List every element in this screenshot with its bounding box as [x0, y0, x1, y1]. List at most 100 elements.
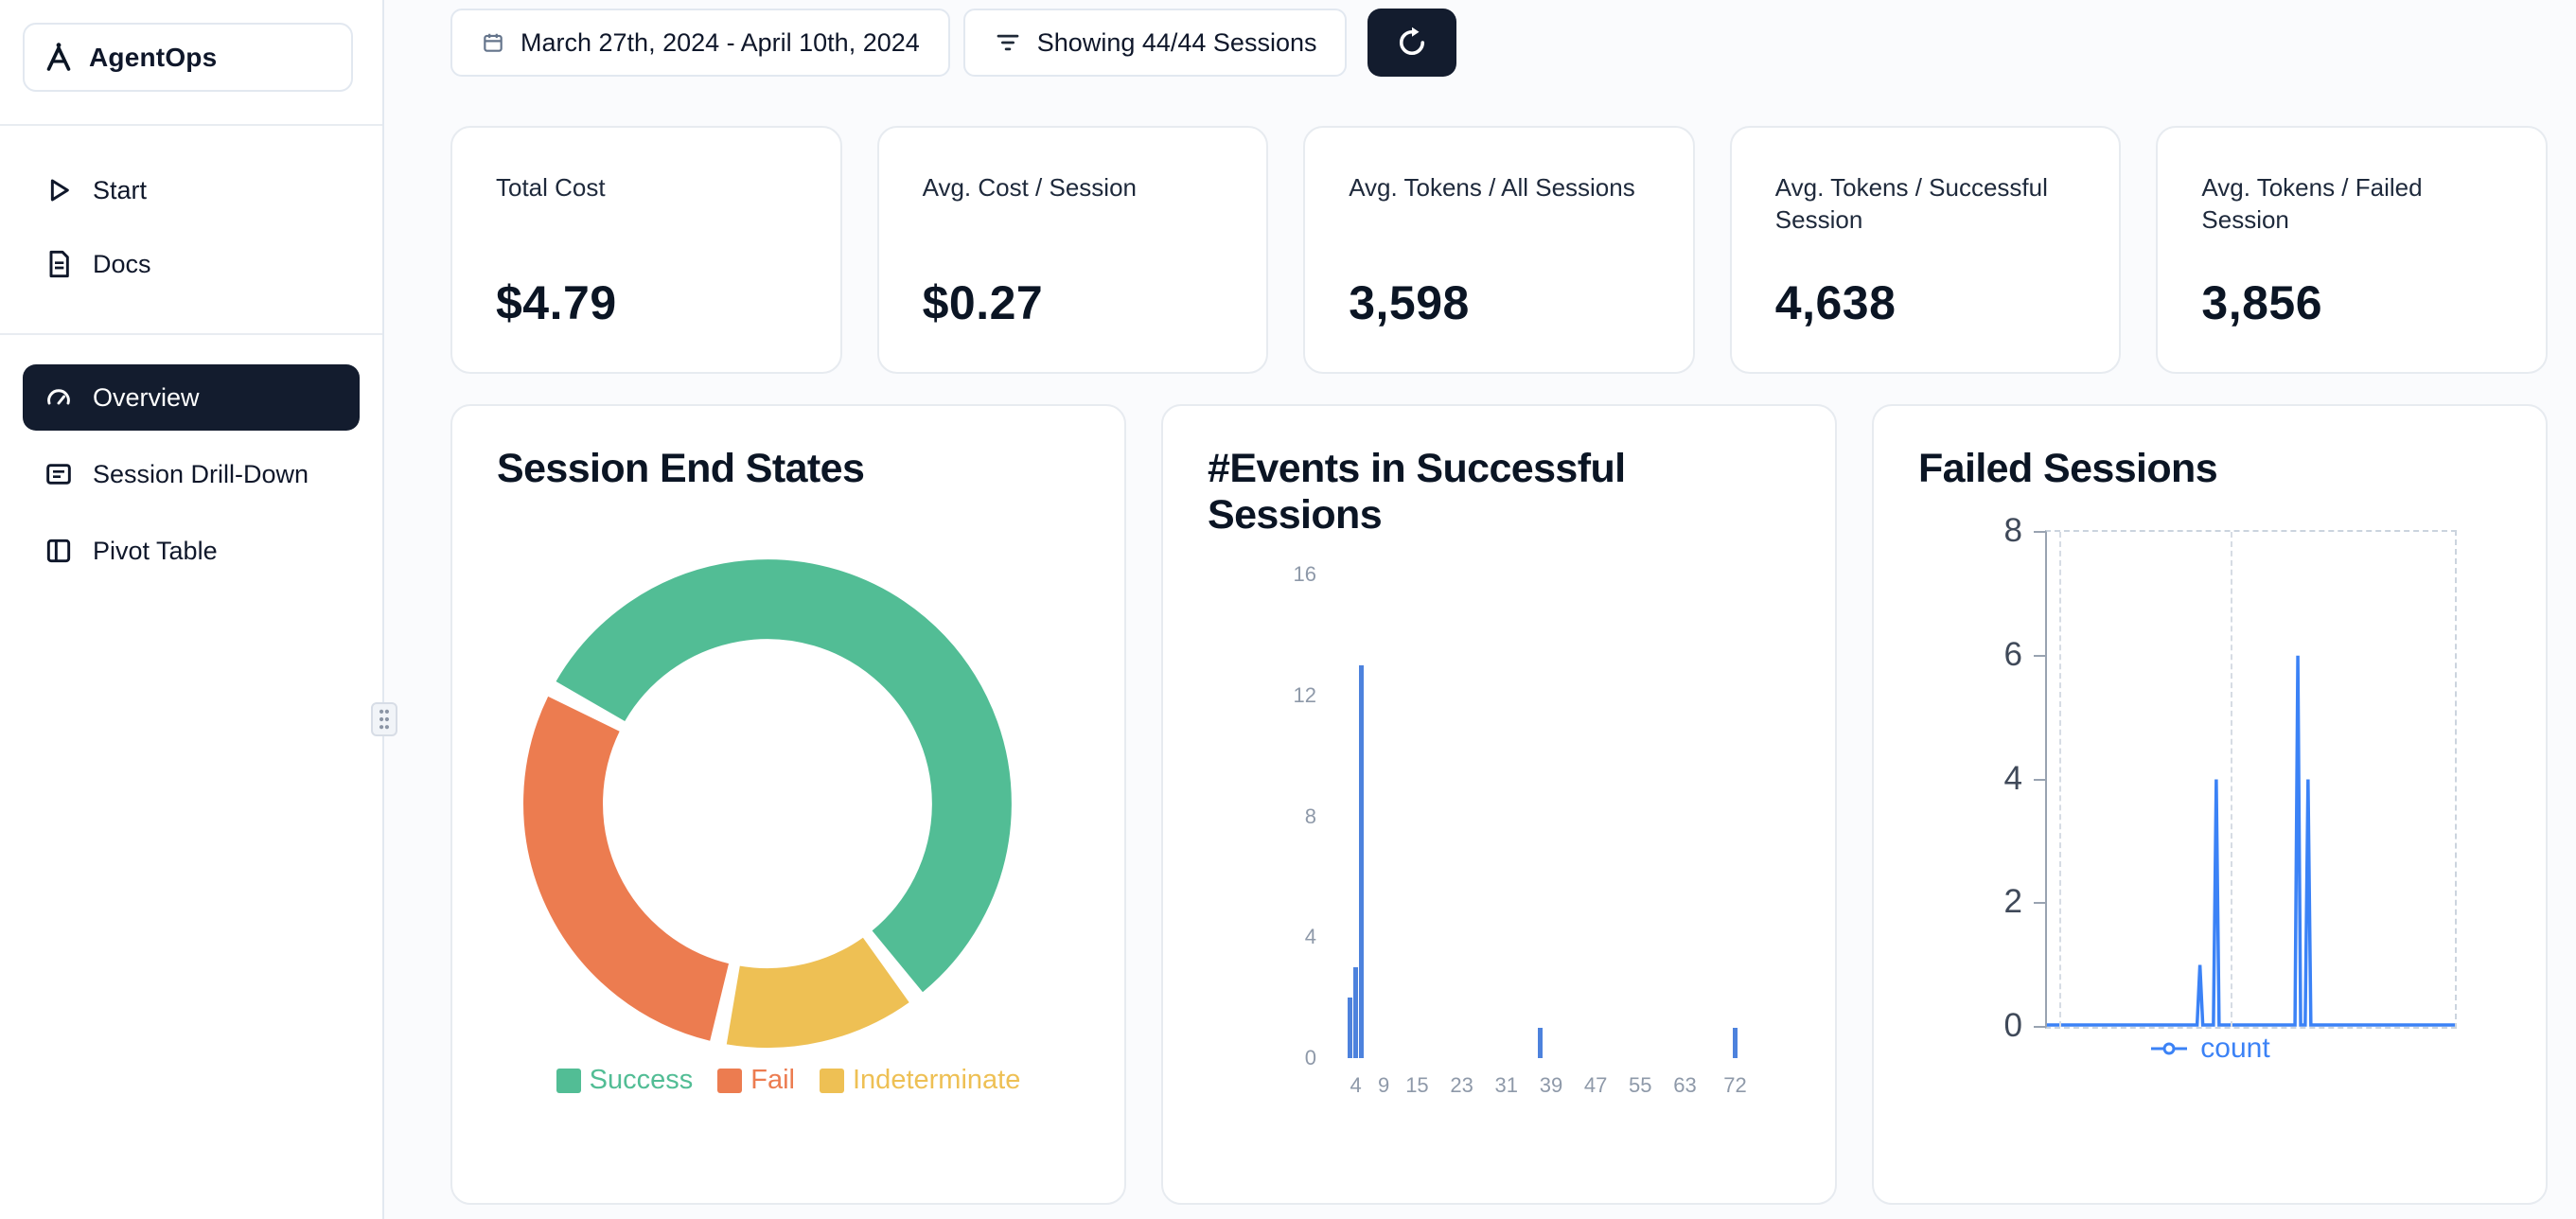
stat-value: 3,598 [1349, 276, 1470, 329]
stat-value: 4,638 [1774, 276, 1897, 329]
donut-legend: Success Fail Indeterminate [452, 1065, 1124, 1096]
sidebar-item-label: Overview [93, 382, 200, 412]
legend-swatch [717, 1068, 743, 1093]
sidebar: AgentOps Start Docs [0, 0, 384, 1219]
bar [1348, 998, 1353, 1058]
date-range-button[interactable]: March 27th, 2024 - April 10th, 2024 [450, 9, 950, 77]
chart-card-failed-sessions: Failed Sessions 0 2 4 6 8 count [1872, 404, 2548, 1205]
donut-slice-fail[interactable] [523, 696, 730, 1041]
chart-title: Session End States [497, 446, 865, 491]
x-axis-tick: 63 [1673, 1073, 1697, 1097]
stat-card-avg-cost-session: Avg. Cost / Session $0.27 [876, 126, 1269, 374]
x-axis-tick: 15 [1405, 1073, 1429, 1097]
sidebar-item-label: Docs [93, 249, 151, 278]
agentops-logo-icon [46, 42, 71, 71]
stat-label: Avg. Tokens / Successful Session [1774, 173, 2048, 235]
gridline [2230, 532, 2232, 1027]
sidebar-divider [0, 124, 382, 126]
bar [1353, 967, 1359, 1058]
count-series [2047, 655, 2455, 1027]
refresh-button[interactable] [1367, 9, 1457, 77]
sessions-filter-button[interactable]: Showing 44/44 Sessions [962, 9, 1348, 77]
sidebar-item-overview[interactable]: Overview [23, 364, 360, 431]
legend-swatch [556, 1068, 581, 1093]
y-axis-tick: 8 [2003, 512, 2022, 549]
y-axis-tick: 6 [2003, 635, 2022, 673]
x-axis-tick: 47 [1583, 1073, 1608, 1097]
stat-label: Total Cost [496, 173, 606, 202]
sidebar-main-nav: Overview Session Drill-Down Pivot Table [23, 364, 360, 584]
legend-item-fail[interactable]: Fail [717, 1065, 795, 1096]
donut-chart [523, 559, 1012, 1049]
y-axis-tick: 4 [1304, 925, 1316, 949]
count-legend-marker [2151, 1042, 2188, 1055]
x-axis-tick: 55 [1629, 1073, 1652, 1097]
grip-dots-icon [379, 709, 390, 730]
stat-card-avg-tokens-failed: Avg. Tokens / Failed Session 3,856 [2156, 126, 2548, 374]
legend-item-success[interactable]: Success [556, 1065, 694, 1096]
sidebar-item-label: Pivot Table [93, 536, 218, 565]
stat-value: 3,856 [2201, 276, 2323, 329]
x-axis-tick: 23 [1450, 1073, 1473, 1097]
sidebar-item-session-drilldown[interactable]: Session Drill-Down [23, 441, 360, 507]
y-axis-tick: 0 [1304, 1046, 1316, 1069]
axis-tick-mark [2034, 1026, 2045, 1028]
sidebar-top-nav: Start Docs [23, 153, 360, 301]
calendar-icon [484, 33, 503, 52]
legend-label: Indeterminate [853, 1065, 1021, 1095]
sidebar-item-docs[interactable]: Docs [23, 227, 360, 301]
pivot-table-icon [46, 539, 71, 563]
x-axis-tick: 4 [1350, 1073, 1362, 1097]
chart-card-session-end-states: Session End States Success Fail Indetermin… [450, 404, 1126, 1205]
donut-slice-success[interactable] [556, 559, 1012, 993]
date-range-label: March 27th, 2024 - April 10th, 2024 [520, 27, 920, 57]
refresh-icon [1400, 26, 1425, 56]
legend-swatch [820, 1068, 844, 1093]
sessions-filter-label: Showing 44/44 Sessions [1036, 27, 1317, 57]
sidebar-item-start[interactable]: Start [23, 153, 360, 227]
gridline [2058, 532, 2061, 1027]
stat-value: $0.27 [922, 276, 1044, 329]
line-chart: 0 2 4 6 8 [2004, 512, 2457, 1044]
x-axis-tick: 9 [1377, 1073, 1390, 1097]
sidebar-item-label: Start [93, 175, 148, 204]
logo[interactable]: AgentOps [23, 23, 353, 92]
toolbar: March 27th, 2024 - April 10th, 2024 Show… [450, 9, 1457, 77]
stat-card-total-cost: Total Cost $4.79 [450, 126, 842, 374]
legend-label: Fail [750, 1065, 795, 1095]
stat-card-avg-tokens-all: Avg. Tokens / All Sessions 3,598 [1303, 126, 1695, 374]
count-legend[interactable]: count [1874, 1033, 2546, 1065]
axis-tick-mark [2034, 778, 2045, 781]
stat-label: Avg. Cost / Session [922, 173, 1138, 202]
x-axis-tick: 72 [1723, 1073, 1747, 1097]
stats-row: Total Cost $4.79 Avg. Cost / Session $0.… [450, 126, 2548, 374]
y-axis-tick: 16 [1293, 562, 1316, 586]
sidebar-item-pivot-table[interactable]: Pivot Table [23, 518, 360, 584]
x-axis-tick: 39 [1539, 1073, 1563, 1097]
bar-chart: 0 4 8 12 16 4 9 15 23 31 39 47 55 63 72 [1294, 562, 1819, 1097]
bar [1537, 1028, 1543, 1058]
axis-tick-mark [2034, 654, 2045, 657]
stat-label: Avg. Tokens / All Sessions [1349, 173, 1635, 202]
chart-title: Failed Sessions [1918, 446, 2218, 491]
chart-title: #Events in Successful Sessions [1208, 446, 1626, 539]
x-axis-tick: 31 [1494, 1073, 1519, 1097]
bar [1358, 664, 1364, 1058]
play-icon [50, 179, 69, 202]
filter-icon [997, 34, 1019, 51]
stat-label: Avg. Tokens / Failed Session [2201, 173, 2423, 235]
y-axis-tick: 12 [1293, 682, 1316, 707]
legend-item-indeterminate[interactable]: Indeterminate [820, 1065, 1020, 1096]
sidebar-resize-handle[interactable] [371, 702, 397, 736]
y-axis-tick: 0 [2003, 1007, 2022, 1044]
docs-icon [49, 250, 69, 278]
stat-value: $4.79 [496, 276, 617, 329]
sidebar-divider [0, 333, 382, 335]
axis-tick-mark [2034, 902, 2045, 905]
logo-text: AgentOps [89, 42, 218, 72]
axis-tick-mark [2034, 531, 2045, 533]
legend-label: Success [589, 1065, 694, 1095]
donut-slice-indeterminate[interactable] [726, 937, 909, 1049]
sidebar-item-label: Session Drill-Down [93, 459, 309, 488]
y-axis-tick: 4 [2003, 759, 2022, 797]
